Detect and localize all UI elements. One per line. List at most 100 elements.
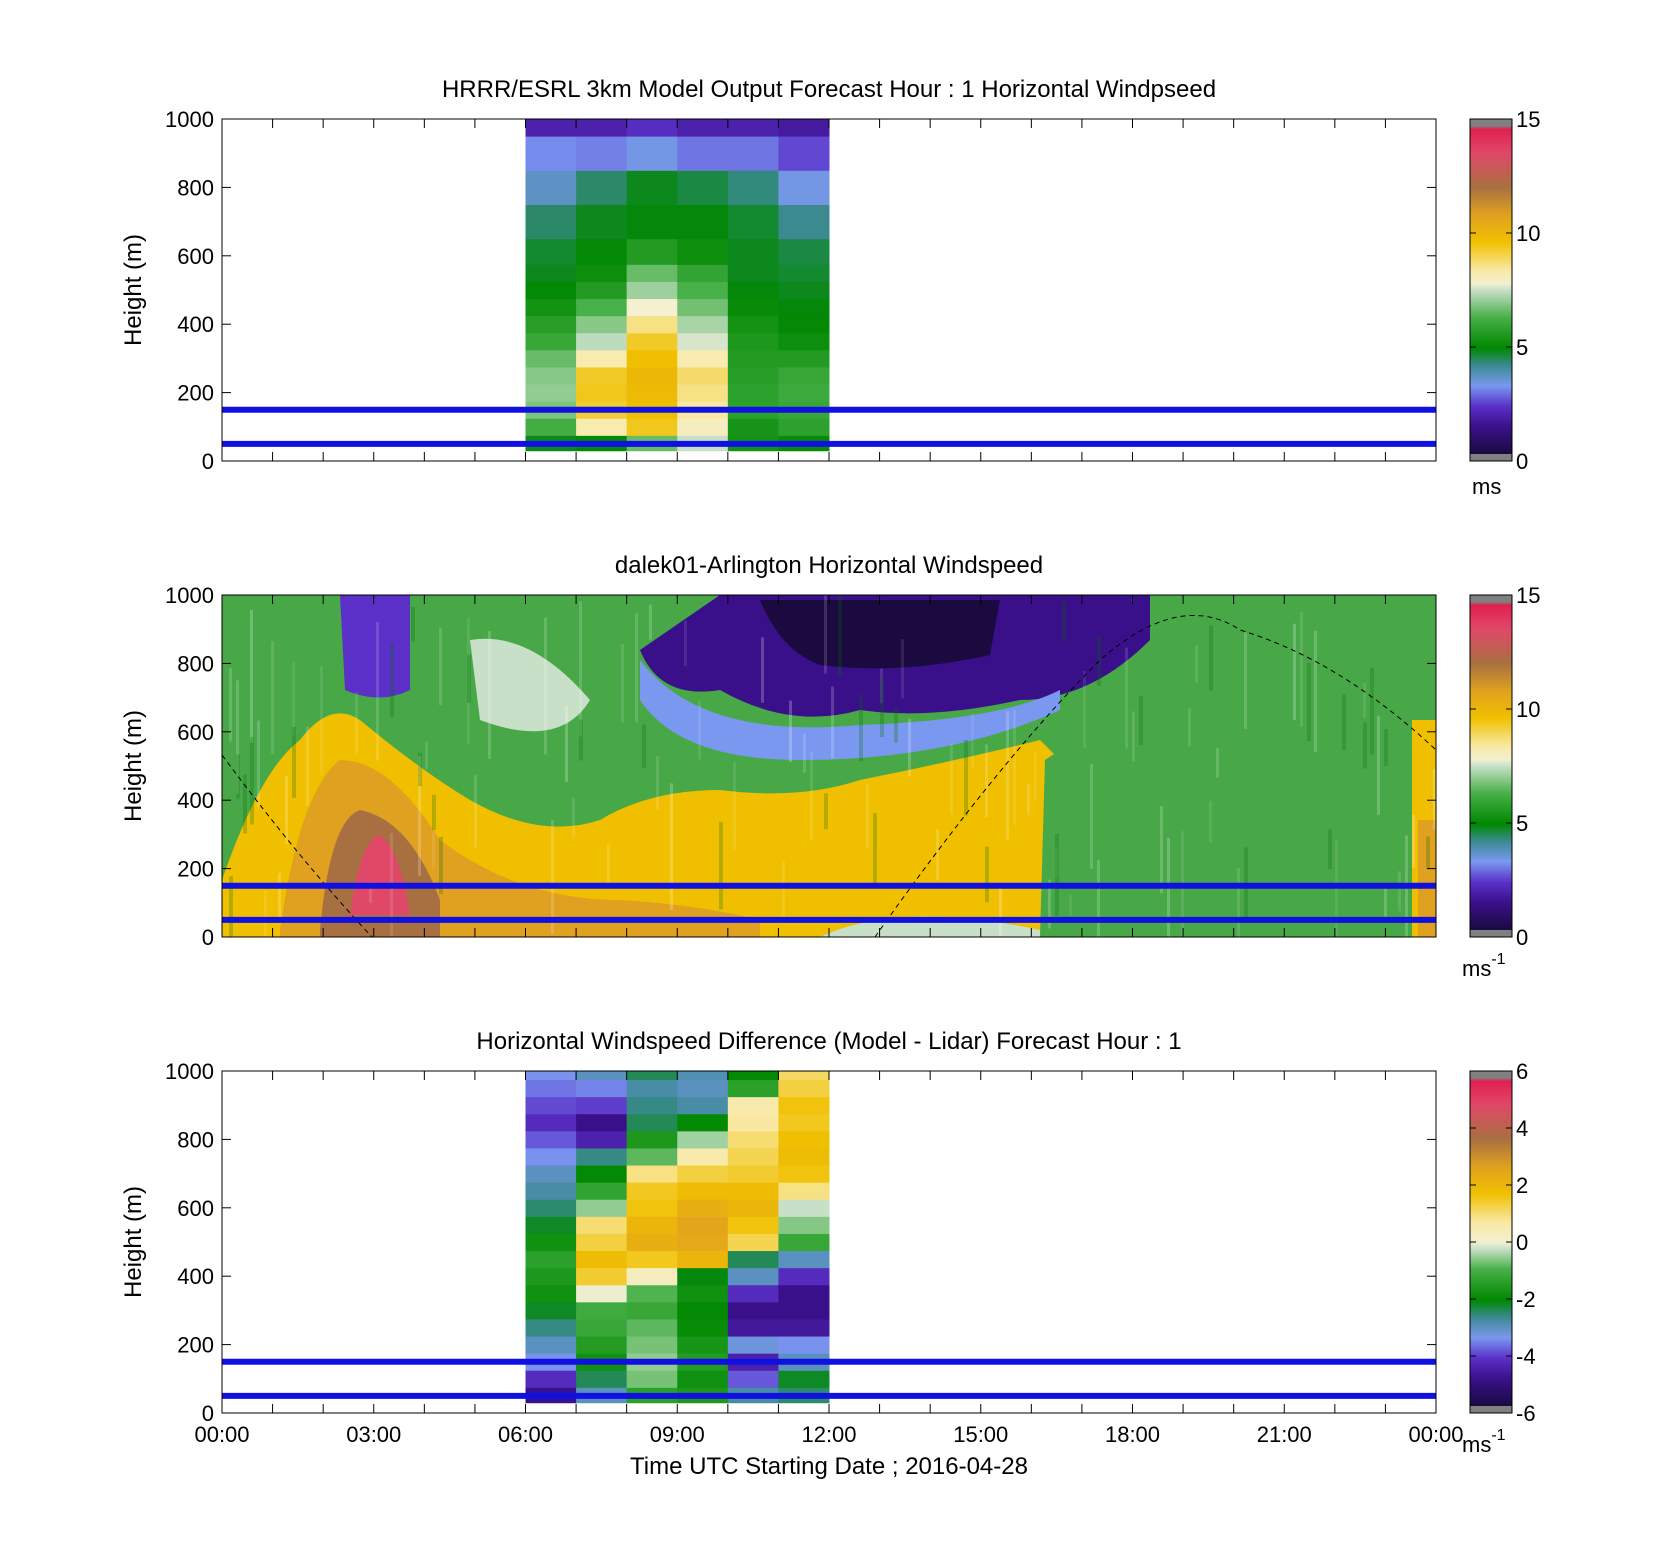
panel-difference-cells	[525, 1071, 830, 1404]
heatmap-cell	[778, 418, 830, 436]
panel-lidar-yticks: 0 200 400 600 800 1000	[165, 583, 1436, 950]
streak	[1244, 632, 1247, 729]
heatmap-cell	[525, 119, 577, 137]
streak	[642, 724, 646, 768]
heatmap-cell	[626, 349, 678, 368]
panel-lidar-colorbar	[1469, 594, 1513, 938]
ytick-label: 1000	[165, 107, 214, 132]
streak	[635, 613, 638, 723]
streak	[824, 793, 828, 830]
streak	[467, 654, 471, 703]
heatmap-cell	[727, 1182, 779, 1200]
heatmap-cell	[677, 1216, 729, 1234]
heatmap-cell	[778, 264, 830, 282]
heatmap-cell	[626, 384, 678, 402]
panel-model: HRRR/ESRL 3km Model Output Forecast Hour…	[120, 76, 1540, 499]
streak	[1363, 682, 1366, 718]
colorbar-tick-label: 5	[1516, 335, 1528, 360]
streak	[1160, 806, 1163, 894]
streak	[229, 668, 232, 742]
streak	[621, 643, 624, 723]
panel-lidar-field	[222, 595, 1436, 937]
panel-model-ylabel: Height (m)	[120, 234, 147, 346]
streak	[285, 775, 288, 845]
streak	[229, 876, 233, 937]
heatmap-cell	[576, 332, 628, 351]
panel-difference-yticks: 0 200 400 600 800 1000	[165, 1059, 1436, 1426]
heatmap-cell	[525, 418, 577, 436]
panel-model-title: HRRR/ESRL 3km Model Output Forecast Hour…	[442, 76, 1216, 103]
heatmap-cell	[778, 315, 830, 334]
heatmap-cell	[677, 418, 729, 436]
streak	[985, 846, 989, 903]
panel-model-xticks	[221, 119, 1437, 461]
streak	[866, 784, 869, 849]
heatmap-cell	[677, 332, 729, 351]
heatmap-cell	[626, 1079, 678, 1098]
streak	[1216, 748, 1219, 778]
ytick-label: 600	[177, 720, 214, 745]
heatmap-cell	[778, 1147, 830, 1166]
heatmap-cell	[727, 1165, 779, 1183]
heatmap-cell	[576, 1216, 628, 1234]
heatmap-cell	[727, 1318, 779, 1337]
heatmap-cell	[677, 264, 729, 282]
streak	[782, 861, 785, 923]
heatmap-cell	[727, 238, 779, 265]
heatmap-cell	[677, 1284, 729, 1303]
panel-difference-colorbar-ticks: -6 -4 -2 0 2 4 6	[1470, 1059, 1536, 1426]
heatmap-cell	[525, 170, 577, 205]
panel-model-cells	[525, 119, 830, 452]
streak	[1405, 835, 1408, 937]
streak	[607, 844, 610, 886]
streak	[1237, 867, 1240, 937]
heatmap-cell	[677, 1250, 729, 1269]
streak	[649, 604, 652, 640]
heatmap-cell	[525, 1370, 577, 1388]
ytick-label: 1000	[165, 583, 214, 608]
heatmap-cell	[576, 1233, 628, 1252]
streak	[474, 775, 477, 848]
heatmap-cell	[576, 119, 628, 137]
streak	[579, 601, 582, 737]
heatmap-cell	[576, 1079, 628, 1098]
streak	[292, 662, 295, 737]
heatmap-cell	[626, 366, 678, 385]
panel-difference-xticks: 00:00 03:00 06:00 09:00 12:00 15:00 18:00 21:00…	[194, 1071, 1464, 1447]
heatmap-cell	[626, 1301, 678, 1320]
streak	[257, 720, 260, 807]
streak	[810, 751, 813, 840]
streak	[656, 756, 659, 810]
heatmap-cell	[576, 1370, 628, 1388]
streak	[250, 737, 254, 825]
heatmap-cell	[727, 349, 779, 368]
streak	[1167, 837, 1170, 937]
streak	[1384, 886, 1387, 917]
streak	[719, 821, 723, 910]
heatmap-cell	[778, 1216, 830, 1234]
panel-model-colorbar-unit: ms	[1472, 474, 1501, 499]
heatmap-cell	[727, 1147, 779, 1166]
panel-difference-reference-lines	[222, 1358, 1436, 1399]
heatmap-cell	[727, 1096, 779, 1115]
heatmap-cell	[727, 204, 779, 240]
streak	[1034, 750, 1037, 800]
streak	[376, 621, 379, 761]
colorbar-tick-label: 0	[1516, 1230, 1528, 1255]
heatmap-cell	[677, 1301, 729, 1320]
heatmap-cell	[727, 136, 779, 171]
heatmap-cell	[576, 349, 628, 368]
heatmap-cell	[778, 1250, 830, 1269]
xtick-label: 15:00	[953, 1422, 1008, 1447]
streak	[1027, 784, 1030, 816]
streak	[488, 631, 491, 759]
panel-difference-colorbar	[1469, 1070, 1513, 1414]
streak	[761, 637, 764, 703]
xtick-label: 21:00	[1257, 1422, 1312, 1447]
heatmap-cell	[727, 170, 779, 205]
streak	[243, 774, 247, 834]
xtick-label: 09:00	[650, 1422, 705, 1447]
streak	[264, 890, 267, 937]
heatmap-cell	[525, 136, 577, 171]
heatmap-cell	[727, 281, 779, 300]
